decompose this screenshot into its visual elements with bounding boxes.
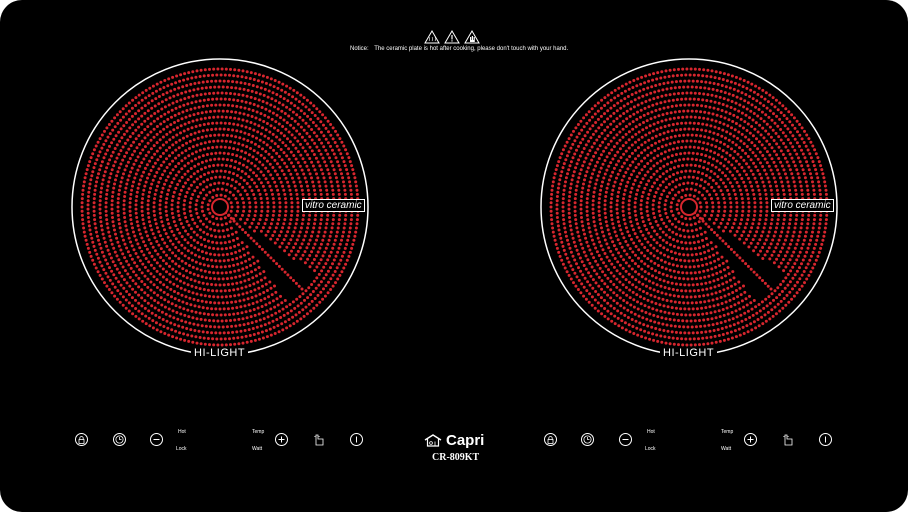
hot-label-left: Hot (178, 429, 186, 435)
power-button-left[interactable] (350, 433, 363, 446)
lock-icon (547, 435, 554, 444)
watt-label-left: Watt (252, 446, 263, 452)
zone-brand-right: HI-LIGHT (660, 347, 718, 359)
function-icon (314, 434, 324, 446)
house-logo-icon (424, 434, 442, 447)
lock-label-right: Lock (645, 446, 656, 452)
watt-label-right: Watt (721, 446, 732, 452)
function-button-left[interactable] (313, 433, 326, 451)
zone-tag-right: vitro ceramic (771, 199, 834, 212)
warning-icons (424, 30, 480, 44)
power-button-right[interactable] (819, 433, 832, 446)
function-icon (783, 434, 793, 446)
function-button-right[interactable] (782, 433, 795, 451)
notice-message: The ceramic plate is hot after cooking, … (374, 46, 569, 52)
heating-element-left (71, 58, 369, 356)
hot-surface-warning-icon (424, 30, 440, 44)
timer-button-right[interactable] (581, 433, 594, 446)
timer-icon (115, 435, 124, 444)
temp-label-left: Temp (252, 429, 265, 435)
notice-label: Notice: (350, 46, 369, 52)
brand-name: Capri (446, 432, 485, 449)
zone-brand-left: HI-LIGHT (191, 347, 249, 359)
plus-button-right[interactable] (744, 433, 757, 446)
timer-icon (583, 435, 592, 444)
minus-button-left[interactable] (150, 433, 163, 446)
timer-button-left[interactable] (113, 433, 126, 446)
plus-icon (278, 436, 285, 443)
model-number: CR-809KT (432, 452, 480, 463)
lock-icon (78, 435, 85, 444)
cooking-zone-left[interactable]: vitro ceramic HI-LIGHT (70, 58, 370, 359)
brand-logo: Capri (424, 432, 484, 449)
cooking-zone-right[interactable]: vitro ceramic HI-LIGHT (539, 58, 839, 359)
minus-icon (622, 439, 629, 440)
power-icon (356, 436, 357, 443)
temp-label-right: Temp (721, 429, 734, 435)
power-icon (825, 436, 826, 443)
lock-button-right[interactable] (544, 433, 557, 446)
plus-button-left[interactable] (275, 433, 288, 446)
no-touch-warning-icon (464, 30, 480, 44)
notice-text: Notice: The ceramic plate is hot after c… (350, 46, 568, 52)
lock-button-left[interactable] (75, 433, 88, 446)
lock-label-left: Lock (176, 446, 187, 452)
hot-label-right: Hot (647, 429, 655, 435)
minus-icon (153, 439, 160, 440)
caution-warning-icon (444, 30, 460, 44)
zone-tag-left: vitro ceramic (302, 199, 365, 212)
minus-button-right[interactable] (619, 433, 632, 446)
plus-icon (747, 436, 754, 443)
